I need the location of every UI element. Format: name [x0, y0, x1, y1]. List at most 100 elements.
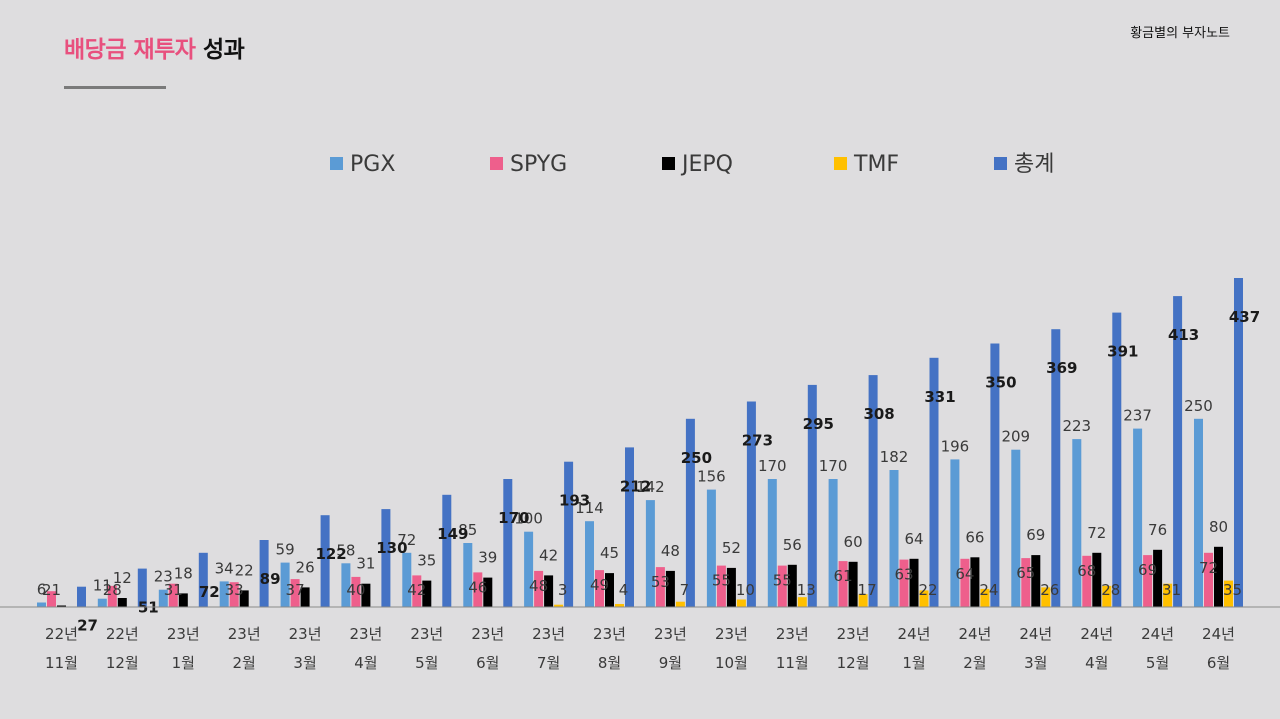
bar-jepq	[57, 605, 66, 607]
bar-pgx	[1011, 449, 1021, 607]
data-label-tmf: 35	[1223, 581, 1242, 599]
bar-tmf	[858, 594, 868, 607]
bar-spyg	[534, 570, 544, 607]
bar-tmf	[1163, 583, 1173, 607]
data-label-tmf: 28	[1101, 581, 1120, 599]
legend-swatch-total	[994, 157, 1007, 170]
bar-pgx	[1194, 418, 1203, 607]
data-label-tmf: 26	[1040, 581, 1059, 599]
x-tick-month: 5월	[1146, 654, 1169, 672]
x-tick-year: 23년	[837, 625, 870, 643]
bar-spyg	[1082, 555, 1092, 607]
data-label-jepq: 12	[113, 569, 132, 587]
data-label-pgx: 23	[154, 568, 173, 586]
bar-total	[990, 343, 1000, 607]
data-label-jepq: 42	[539, 546, 558, 564]
x-tick-month: 1월	[902, 654, 925, 672]
bar-total	[442, 494, 452, 607]
bar-total	[625, 447, 634, 607]
brand-label: 황금별의 부자노트	[1130, 26, 1230, 41]
data-label-total: 369	[1046, 359, 1077, 377]
data-label-total: 27	[77, 617, 98, 635]
data-label-spyg: 48	[529, 577, 548, 595]
data-label-total: 391	[1107, 343, 1138, 361]
bar-pgx	[158, 589, 168, 607]
legend-label-tmf: TMF	[853, 152, 899, 177]
data-label-jepq: 66	[965, 528, 984, 546]
data-label-total: 89	[260, 570, 281, 588]
data-label-spyg: 31	[164, 581, 183, 599]
data-label-total: 122	[315, 545, 346, 563]
data-label-spyg: 68	[1077, 562, 1096, 580]
legend-label-pgx: PGX	[350, 152, 395, 177]
data-label-total: 130	[376, 539, 407, 557]
data-label-pgx: 250	[1184, 397, 1213, 415]
data-label-spyg: 33	[225, 581, 244, 599]
data-label-total: 212	[620, 477, 651, 495]
x-tick-month: 3월	[1024, 654, 1047, 672]
legend-swatch-jepq	[662, 157, 675, 170]
bar-jepq	[1214, 546, 1223, 607]
bar-total	[1173, 296, 1183, 607]
data-label-spyg: 61	[834, 567, 853, 585]
bar-tmf	[736, 599, 746, 607]
data-label-jepq: 60	[844, 533, 863, 551]
x-tick-year: 23년	[654, 625, 687, 643]
data-label-pgx: 6	[37, 581, 47, 599]
bar-pgx	[1072, 439, 1082, 607]
data-label-tmf: 22	[918, 581, 937, 599]
x-tick-year: 23년	[776, 625, 809, 643]
data-label-pgx: 182	[880, 448, 909, 466]
data-label-pgx: 58	[336, 541, 355, 559]
x-tick-month: 2월	[963, 654, 986, 672]
bar-pgx	[280, 562, 290, 607]
bar-tmf	[1041, 587, 1051, 607]
bar-pgx	[463, 543, 473, 607]
bar-total	[381, 509, 391, 607]
bar-jepq	[665, 570, 675, 607]
data-label-pgx: 100	[514, 510, 543, 528]
bar-total	[807, 384, 817, 607]
x-tick-year: 24년	[958, 625, 991, 643]
bar-tmf	[1102, 585, 1112, 607]
data-label-jepq: 48	[661, 542, 680, 560]
data-label-pgx: 237	[1123, 407, 1152, 425]
x-tick-month: 4월	[354, 654, 377, 672]
bar-pgx	[767, 479, 777, 607]
bar-spyg	[1143, 555, 1153, 607]
data-label-spyg: 69	[1138, 561, 1157, 579]
bar-total	[1234, 278, 1243, 607]
bar-spyg	[838, 561, 848, 607]
data-label-pgx: 209	[1001, 428, 1030, 446]
data-label-spyg: 55	[712, 572, 731, 590]
bar-total	[746, 401, 756, 607]
data-label-total: 72	[199, 583, 220, 601]
bar-spyg	[412, 575, 422, 607]
bar-spyg	[595, 570, 604, 607]
bar-total	[685, 418, 695, 607]
bar-jepq	[787, 564, 797, 607]
x-tick-month: 9월	[659, 654, 682, 672]
data-label-spyg: 63	[894, 566, 913, 584]
bar-spyg	[1204, 552, 1213, 607]
x-tick-month: 3월	[293, 654, 316, 672]
x-tick-month: 11월	[45, 654, 78, 672]
bar-total	[77, 586, 86, 607]
bar-pgx	[585, 521, 594, 607]
bar-jepq	[544, 575, 554, 607]
x-tick-month: 6월	[1207, 654, 1230, 672]
x-tick-year: 23년	[471, 625, 504, 643]
x-tick-month: 7월	[537, 654, 560, 672]
bar-jepq	[178, 593, 188, 607]
data-label-total: 413	[1168, 326, 1199, 344]
x-tick-month: 2월	[233, 654, 256, 672]
x-tick-year: 23년	[289, 625, 322, 643]
data-label-jepq: 35	[417, 552, 436, 570]
data-label-jepq: 76	[1148, 521, 1167, 539]
x-tick-year: 24년	[1202, 625, 1235, 643]
x-tick-year: 22년	[45, 625, 78, 643]
data-label-pgx: 196	[941, 437, 970, 455]
bar-spyg	[168, 583, 178, 607]
bar-total	[198, 552, 208, 607]
